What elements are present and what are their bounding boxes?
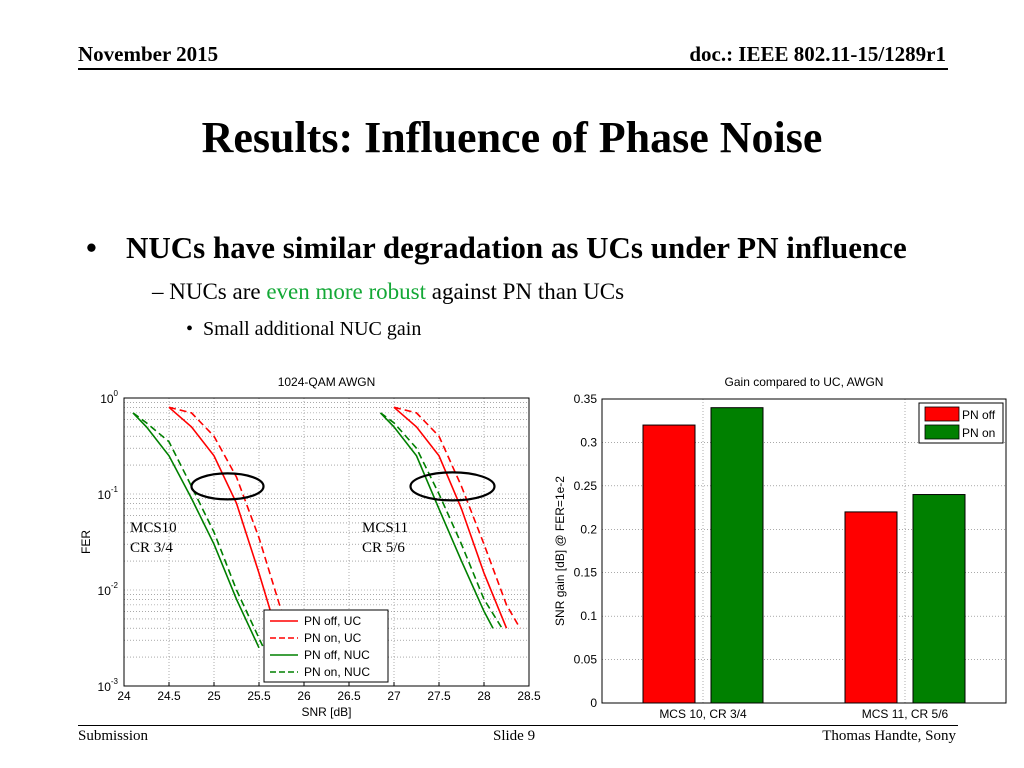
bullet-level3-text: Small additional NUC gain — [203, 318, 422, 340]
chart-title: 1024-QAM AWGN — [278, 375, 376, 389]
y-tick-label: 0.25 — [574, 479, 598, 493]
bar — [710, 407, 764, 704]
x-tick-label: 27 — [387, 689, 401, 703]
x-tick-label: 25 — [207, 689, 221, 703]
y-tick-label: 0.2 — [580, 522, 597, 536]
bullet-level2-highlight: even more robust — [266, 279, 427, 304]
header-rule — [78, 68, 948, 70]
series-line — [132, 412, 265, 649]
chart-legend: PN off PN on — [918, 402, 1004, 444]
y-tick-label: 10-2 — [98, 581, 119, 598]
y-tick-label: 100 — [100, 389, 118, 406]
series-line — [168, 406, 283, 649]
x-tick-label: 28.5 — [517, 689, 541, 703]
bullet-level3: • Small additional NUC gain — [186, 318, 422, 340]
annotation-mcs11: MCS11 CR 5/6 — [362, 520, 408, 556]
legend-label: PN off, NUC — [304, 648, 370, 662]
series-line — [379, 412, 494, 629]
x-tick-label: 28 — [477, 689, 491, 703]
bullet-level2-prefix: NUCs are — [169, 279, 267, 304]
y-tick-label: 0.05 — [574, 653, 598, 667]
plot-frame — [123, 397, 530, 687]
y-axis-label: FER — [79, 530, 93, 554]
chart-legend: PN off, UC PN on, UC PN off, NUC PN on, NUC — [263, 609, 389, 683]
bar — [912, 494, 966, 704]
legend-swatch — [924, 424, 960, 440]
bullet-level1-text: NUCs have similar degradation as UCs und… — [126, 230, 907, 265]
gain-bar-chart: 0 0.05 0.1 0.15 0.2 0.25 0.3 0.35 MCS 10, CR 3/4… — [553, 375, 1007, 721]
x-tick-label: MCS 10, CR 3/4 — [659, 707, 747, 721]
highlight-ellipse-mcs10 — [190, 472, 265, 501]
header-date: November 2015 — [78, 42, 219, 66]
series-line — [132, 412, 260, 649]
legend-label: PN on, UC — [304, 631, 362, 645]
y-tick-label: 0 — [590, 696, 597, 710]
y-tick-label: 10-3 — [98, 677, 119, 694]
annotation-mcs10: MCS10 CR 3/4 — [130, 520, 177, 556]
legend-swatch — [924, 406, 960, 422]
y-axis-label: SNR gain [dB] @ FER=1e-2 — [553, 476, 567, 626]
footer-author: Thomas Handte, Sony — [822, 728, 956, 744]
x-tick-label: 24 — [117, 689, 131, 703]
y-tick-label: 0.3 — [580, 435, 597, 449]
annotation-line: MCS11 — [362, 520, 408, 536]
bullet-level2-suffix: against PN than UCs — [426, 279, 625, 304]
header-doc-id: doc.: IEEE 802.11-15/1289r1 — [689, 42, 946, 66]
legend-label: PN off — [962, 408, 996, 422]
y-tick-label: 10-1 — [98, 485, 119, 502]
chart-title: Gain compared to UC, AWGN — [725, 375, 884, 389]
series-line — [393, 406, 508, 629]
plot-frame — [601, 398, 1007, 704]
bullet-dot: • — [86, 230, 97, 265]
bullet-level2: – NUCs are even more robust against PN t… — [152, 279, 625, 304]
annotation-line: CR 5/6 — [362, 540, 405, 556]
x-tick-label: 25.5 — [247, 689, 271, 703]
x-tick-label: 27.5 — [427, 689, 451, 703]
legend-label: PN on, NUC — [304, 665, 370, 679]
legend-label: PN off, UC — [304, 614, 361, 628]
x-tick-label: 24.5 — [157, 689, 181, 703]
bar — [844, 511, 898, 704]
y-tick-label: 0.15 — [574, 566, 598, 580]
legend-box — [263, 609, 389, 683]
footer-slide-number: Slide 9 — [493, 728, 536, 744]
annotation-line: CR 3/4 — [130, 540, 173, 556]
x-tick-label: 26 — [297, 689, 311, 703]
x-tick-label: MCS 11, CR 5/6 — [862, 707, 949, 721]
y-tick-label: 0.1 — [580, 609, 597, 623]
footer-rule — [78, 725, 958, 726]
footer-submission: Submission — [78, 728, 149, 744]
slide-title: Results: Influence of Phase Noise — [201, 113, 823, 162]
bar — [642, 424, 696, 704]
highlight-ellipse-mcs11 — [409, 471, 496, 502]
y-tick-label: 0.35 — [574, 392, 598, 406]
fer-chart: 24 24.5 25 25.5 26 26.5 27 27.5 28 28.5 100 10-1 10-… — [79, 375, 541, 719]
legend-label: PN on — [962, 426, 995, 440]
annotation-line: MCS10 — [130, 520, 177, 536]
series-line — [393, 406, 521, 629]
x-tick-label: 26.5 — [337, 689, 361, 703]
series-line — [380, 412, 503, 629]
x-axis-label: SNR [dB] — [301, 705, 351, 719]
